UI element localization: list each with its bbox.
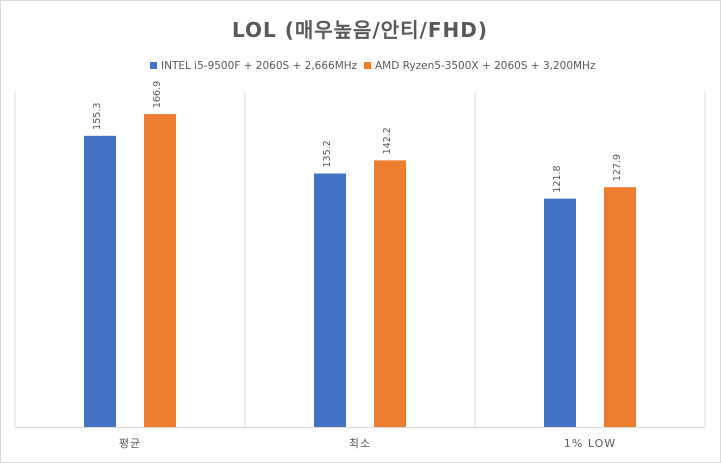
plot-area: 155.3 166.9 평균 135.2 142.2 최소 121.8 127.9 1% LOW (14, 81, 706, 450)
bar-intel (314, 173, 346, 427)
data-label: 127.9 (612, 154, 623, 181)
data-label: 155.3 (92, 103, 103, 130)
bar-amd (374, 160, 406, 427)
bar-amd (604, 187, 636, 427)
category-label: 최소 (349, 437, 371, 450)
data-label: 166.9 (152, 81, 163, 108)
legend-swatch-intel (150, 62, 157, 69)
data-label: 142.2 (382, 127, 393, 154)
legend-swatch-amd (364, 62, 371, 69)
data-label: 135.2 (322, 140, 333, 167)
bar-intel (84, 135, 116, 427)
data-label: 121.8 (552, 165, 563, 192)
category-label: 1% LOW (564, 437, 616, 450)
bar-intel (544, 198, 576, 427)
bar-amd (144, 114, 176, 427)
category-label: 평균 (119, 437, 141, 450)
legend-label-intel: INTEL i5-9500F + 2060S + 2,666MHz (161, 60, 358, 72)
legend: INTEL i5-9500F + 2060S + 2,666MHz AMD Ry… (150, 60, 596, 72)
legend-label-amd: AMD Ryzen5-3500X + 2060S + 3,200MHz (375, 60, 596, 72)
chart-title: LOL (매우높음/안티/FHD) (232, 18, 488, 42)
